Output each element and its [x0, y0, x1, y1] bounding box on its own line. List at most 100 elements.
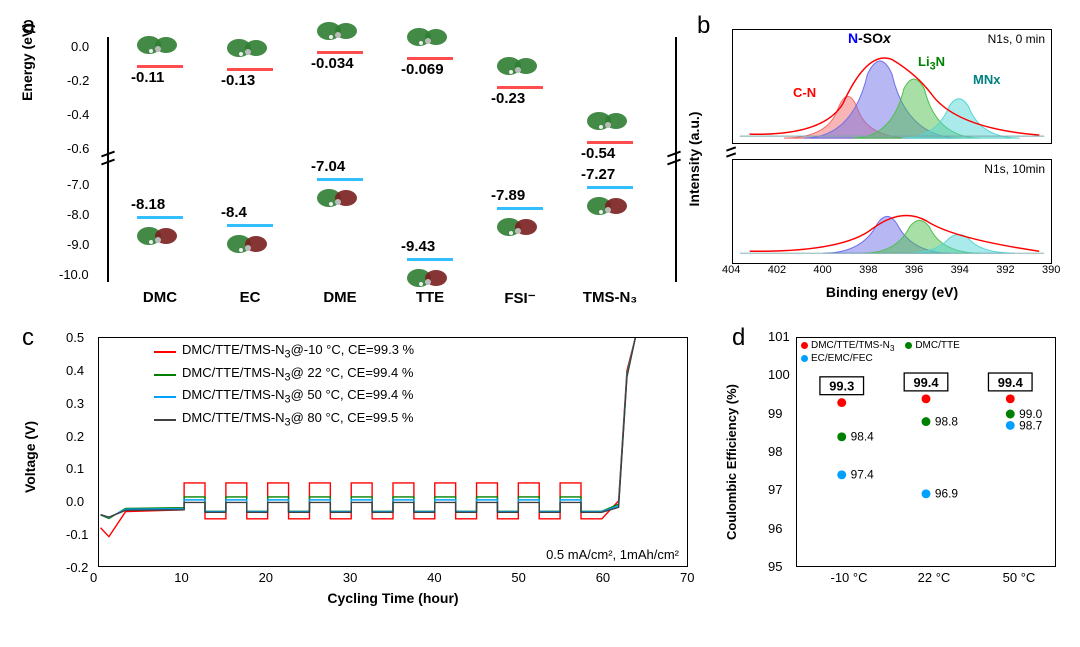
svg-text:98.8: 98.8 — [935, 415, 959, 429]
panel-d-xcat: 50 °C — [989, 570, 1049, 585]
homo-orbital-EC — [223, 228, 273, 260]
lumo-orbital-FSI⁻ — [493, 50, 543, 82]
homo-level-TTE — [407, 258, 453, 261]
panel-b-yaxis: Intensity (a.u.) — [686, 59, 702, 259]
panel-c-ytick: 0.0 — [66, 494, 84, 509]
homo-orbital-DMC — [133, 220, 183, 252]
panel-d-ytick: 97 — [768, 482, 782, 497]
lumo-orbital-TMS-N₃ — [583, 105, 633, 137]
svg-text:99.3: 99.3 — [829, 379, 854, 394]
lumo-value-DME: -0.034 — [311, 55, 354, 72]
lumo-level-DME — [317, 51, 363, 54]
panel-c-area: Voltage (V) DMC/TTE/TMS-N3@-10 °C, CE=99… — [60, 332, 700, 622]
panel-c-xtick: 50 — [511, 570, 525, 585]
panel-c-yaxis: Voltage (V) — [22, 357, 38, 557]
panel-b-xaxis: Binding energy (eV) — [732, 284, 1052, 300]
panel-a-plot: Energy (eV) 0.0 -0.2 -0.4 -0.6 -7.0 -8.0… — [57, 27, 647, 297]
homo-level-EC — [227, 224, 273, 227]
homo-value-TMS-N₃: -7.27 — [581, 166, 615, 183]
lumo-level-FSI⁻ — [497, 86, 543, 89]
lumo-level-DMC — [137, 65, 183, 68]
lumo-value-TMS-N₃: -0.54 — [581, 145, 615, 162]
panel-d-ytick: 96 — [768, 521, 782, 536]
homo-value-DME: -7.04 — [311, 158, 345, 175]
panel-b-label: b — [697, 12, 710, 40]
molecule-label-DME: DME — [305, 289, 375, 306]
molecule-label-EC: EC — [215, 289, 285, 306]
panel-d-area: Coulombic Efficiency (%) 99.398.497.499.… — [754, 332, 1069, 622]
panel-c-ytick: -0.1 — [66, 527, 88, 542]
lumo-orbital-EC — [223, 32, 273, 64]
panel-a-yaxis: Energy (eV) — [19, 0, 35, 162]
panel-b-xtick: 392 — [996, 264, 1014, 276]
panel-d-legend-item: EC/EMC/FEC — [801, 353, 873, 364]
homo-orbital-FSI⁻ — [493, 211, 543, 243]
lumo-level-TMS-N₃ — [587, 141, 633, 144]
panel-b-xtick: 404 — [722, 264, 740, 276]
panel-c-legend-item: DMC/TTE/TMS-N3@-10 °C, CE=99.3 % — [154, 341, 414, 364]
panel-b-xtick: 400 — [813, 264, 831, 276]
xps-svg-0 — [733, 30, 1051, 143]
panel-c-legend-item: DMC/TTE/TMS-N3@ 50 °C, CE=99.4 % — [154, 386, 414, 409]
panel-b-area: Intensity (a.u.) N1s, 0 min C-N N-SOx Li… — [712, 24, 1062, 299]
xps-subplot-10min: N1s, 10min — [732, 159, 1052, 264]
homo-value-FSI⁻: -7.89 — [491, 187, 525, 204]
homo-value-DMC: -8.18 — [131, 196, 165, 213]
molecule-label-TTE: TTE — [395, 289, 465, 306]
panel-c-xtick: 0 — [90, 570, 97, 585]
panel-b-xtick: 398 — [859, 264, 877, 276]
panel-d-ytick: 101 — [768, 329, 790, 344]
panel-c-annotation: 0.5 mA/cm², 1mAh/cm² — [546, 547, 679, 562]
svg-text:98.4: 98.4 — [851, 430, 875, 444]
homo-level-TMS-N₃ — [587, 186, 633, 189]
panel-c-ytick: 0.3 — [66, 396, 84, 411]
panel-d-xcat: -10 °C — [819, 570, 879, 585]
panel-d-ytick: 95 — [768, 559, 782, 574]
homo-level-DME — [317, 178, 363, 181]
panel-d-ytick: 98 — [768, 444, 782, 459]
panel-c-ytick: 0.4 — [66, 363, 84, 378]
panel-c-legend-item: DMC/TTE/TMS-N3@ 80 °C, CE=99.5 % — [154, 409, 414, 432]
panel-c-ytick: 0.2 — [66, 429, 84, 444]
figure-root: a Energy (eV) 0.0 -0.2 -0.4 -0.6 -7.0 -8… — [12, 12, 1068, 635]
molecule-label-DMC: DMC — [125, 289, 195, 306]
homo-orbital-DME — [313, 182, 363, 214]
panel-d-legend-item: DMC/TTE/TMS-N3 — [801, 340, 895, 351]
panel-c-xaxis: Cycling Time (hour) — [98, 590, 688, 606]
panel-c-legend-item: DMC/TTE/TMS-N3@ 22 °C, CE=99.4 % — [154, 364, 414, 387]
lumo-value-FSI⁻: -0.23 — [491, 90, 525, 107]
panel-b-xtick: 390 — [1042, 264, 1060, 276]
molecule-label-FSI⁻: FSI⁻ — [485, 289, 555, 307]
panel-d-ytick: 99 — [768, 406, 782, 421]
panel-b-xtick: 396 — [905, 264, 923, 276]
panel-d-plot: 99.398.497.499.498.896.999.499.098.7 DMC… — [796, 337, 1056, 567]
svg-text:98.7: 98.7 — [1019, 418, 1042, 432]
panel-c-xtick: 30 — [343, 570, 357, 585]
lumo-level-EC — [227, 68, 273, 71]
xps-subplot-0min: N1s, 0 min C-N N-SOx Li3N MNx — [732, 29, 1052, 144]
panel-c-xtick: 20 — [259, 570, 273, 585]
panel-b-xtick: 394 — [951, 264, 969, 276]
panel-d-ytick: 100 — [768, 367, 790, 382]
homo-value-TTE: -9.43 — [401, 238, 435, 255]
svg-text:99.4: 99.4 — [998, 375, 1024, 390]
homo-level-DMC — [137, 216, 183, 219]
panel-c-ytick: 0.5 — [66, 330, 84, 345]
homo-level-FSI⁻ — [497, 207, 543, 210]
lumo-orbital-DMC — [133, 29, 183, 61]
panel-c-xtick: 70 — [680, 570, 694, 585]
panel-c-xtick: 40 — [427, 570, 441, 585]
homo-value-EC: -8.4 — [221, 204, 247, 221]
lumo-value-TTE: -0.069 — [401, 61, 444, 78]
molecule-label-TMS-N₃: TMS-N₃ — [575, 289, 645, 306]
panel-d-svg: 99.398.497.499.498.896.999.499.098.7 — [797, 338, 1055, 566]
svg-text:96.9: 96.9 — [935, 487, 959, 501]
svg-text:99.4: 99.4 — [913, 375, 939, 390]
panel-c-xtick: 60 — [596, 570, 610, 585]
panel-c-xtick: 10 — [174, 570, 188, 585]
lumo-orbital-TTE — [403, 21, 453, 53]
lumo-level-TTE — [407, 57, 453, 60]
lumo-orbital-DME — [313, 15, 363, 47]
lumo-value-DMC: -0.11 — [131, 69, 164, 86]
lumo-value-EC: -0.13 — [221, 72, 255, 89]
